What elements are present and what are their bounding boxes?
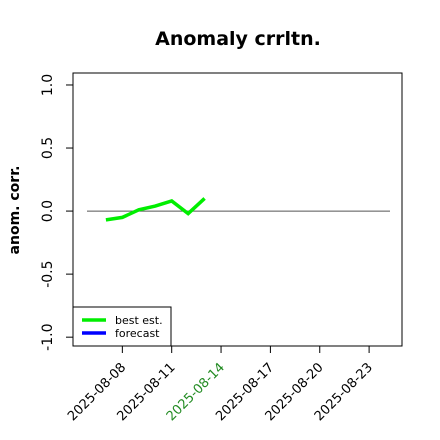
y-tick-label: 1.0 <box>40 74 56 96</box>
plot-frame <box>72 72 403 347</box>
y-tick-label: -1.0 <box>40 324 56 351</box>
y-tick-label: 0.0 <box>40 200 56 222</box>
legend-label: best est. <box>115 314 163 327</box>
legend-box <box>72 306 172 347</box>
y-tick-label: -0.5 <box>40 260 56 287</box>
y-tick-label: 0.5 <box>40 137 56 159</box>
legend-label: forecast <box>115 327 160 340</box>
y-axis-label: anom. corr. <box>7 166 23 255</box>
series-line <box>105 197 206 222</box>
chart-title: Anomaly crrltn. <box>155 28 321 50</box>
